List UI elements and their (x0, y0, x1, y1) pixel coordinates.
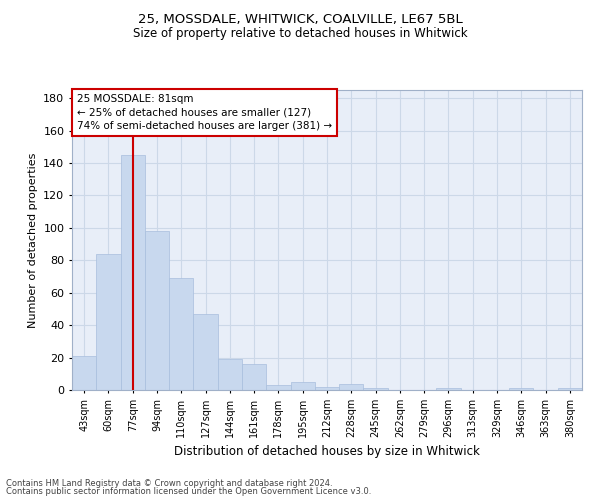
Bar (266, 385, 290, 390)
Bar (169, 278, 193, 390)
Text: 25, MOSSDALE, WHITWICK, COALVILLE, LE67 5BL: 25, MOSSDALE, WHITWICK, COALVILLE, LE67 … (137, 12, 463, 26)
Bar (509, 388, 533, 390)
Bar (96, 254, 121, 390)
Bar (364, 388, 388, 390)
Text: Size of property relative to detached houses in Whitwick: Size of property relative to detached ho… (133, 28, 467, 40)
Bar (193, 314, 218, 390)
Bar (242, 364, 266, 390)
Bar (558, 388, 582, 390)
Bar (315, 387, 339, 390)
Bar (145, 231, 169, 390)
Bar (290, 382, 315, 390)
Y-axis label: Number of detached properties: Number of detached properties (28, 152, 38, 328)
Bar (218, 359, 242, 390)
Bar (436, 388, 461, 390)
Bar (339, 384, 364, 390)
X-axis label: Distribution of detached houses by size in Whitwick: Distribution of detached houses by size … (174, 446, 480, 458)
Bar (121, 155, 145, 390)
Text: 25 MOSSDALE: 81sqm
← 25% of detached houses are smaller (127)
74% of semi-detach: 25 MOSSDALE: 81sqm ← 25% of detached hou… (77, 94, 332, 131)
Text: Contains HM Land Registry data © Crown copyright and database right 2024.: Contains HM Land Registry data © Crown c… (6, 478, 332, 488)
Bar (72, 356, 96, 390)
Text: Contains public sector information licensed under the Open Government Licence v3: Contains public sector information licen… (6, 487, 371, 496)
